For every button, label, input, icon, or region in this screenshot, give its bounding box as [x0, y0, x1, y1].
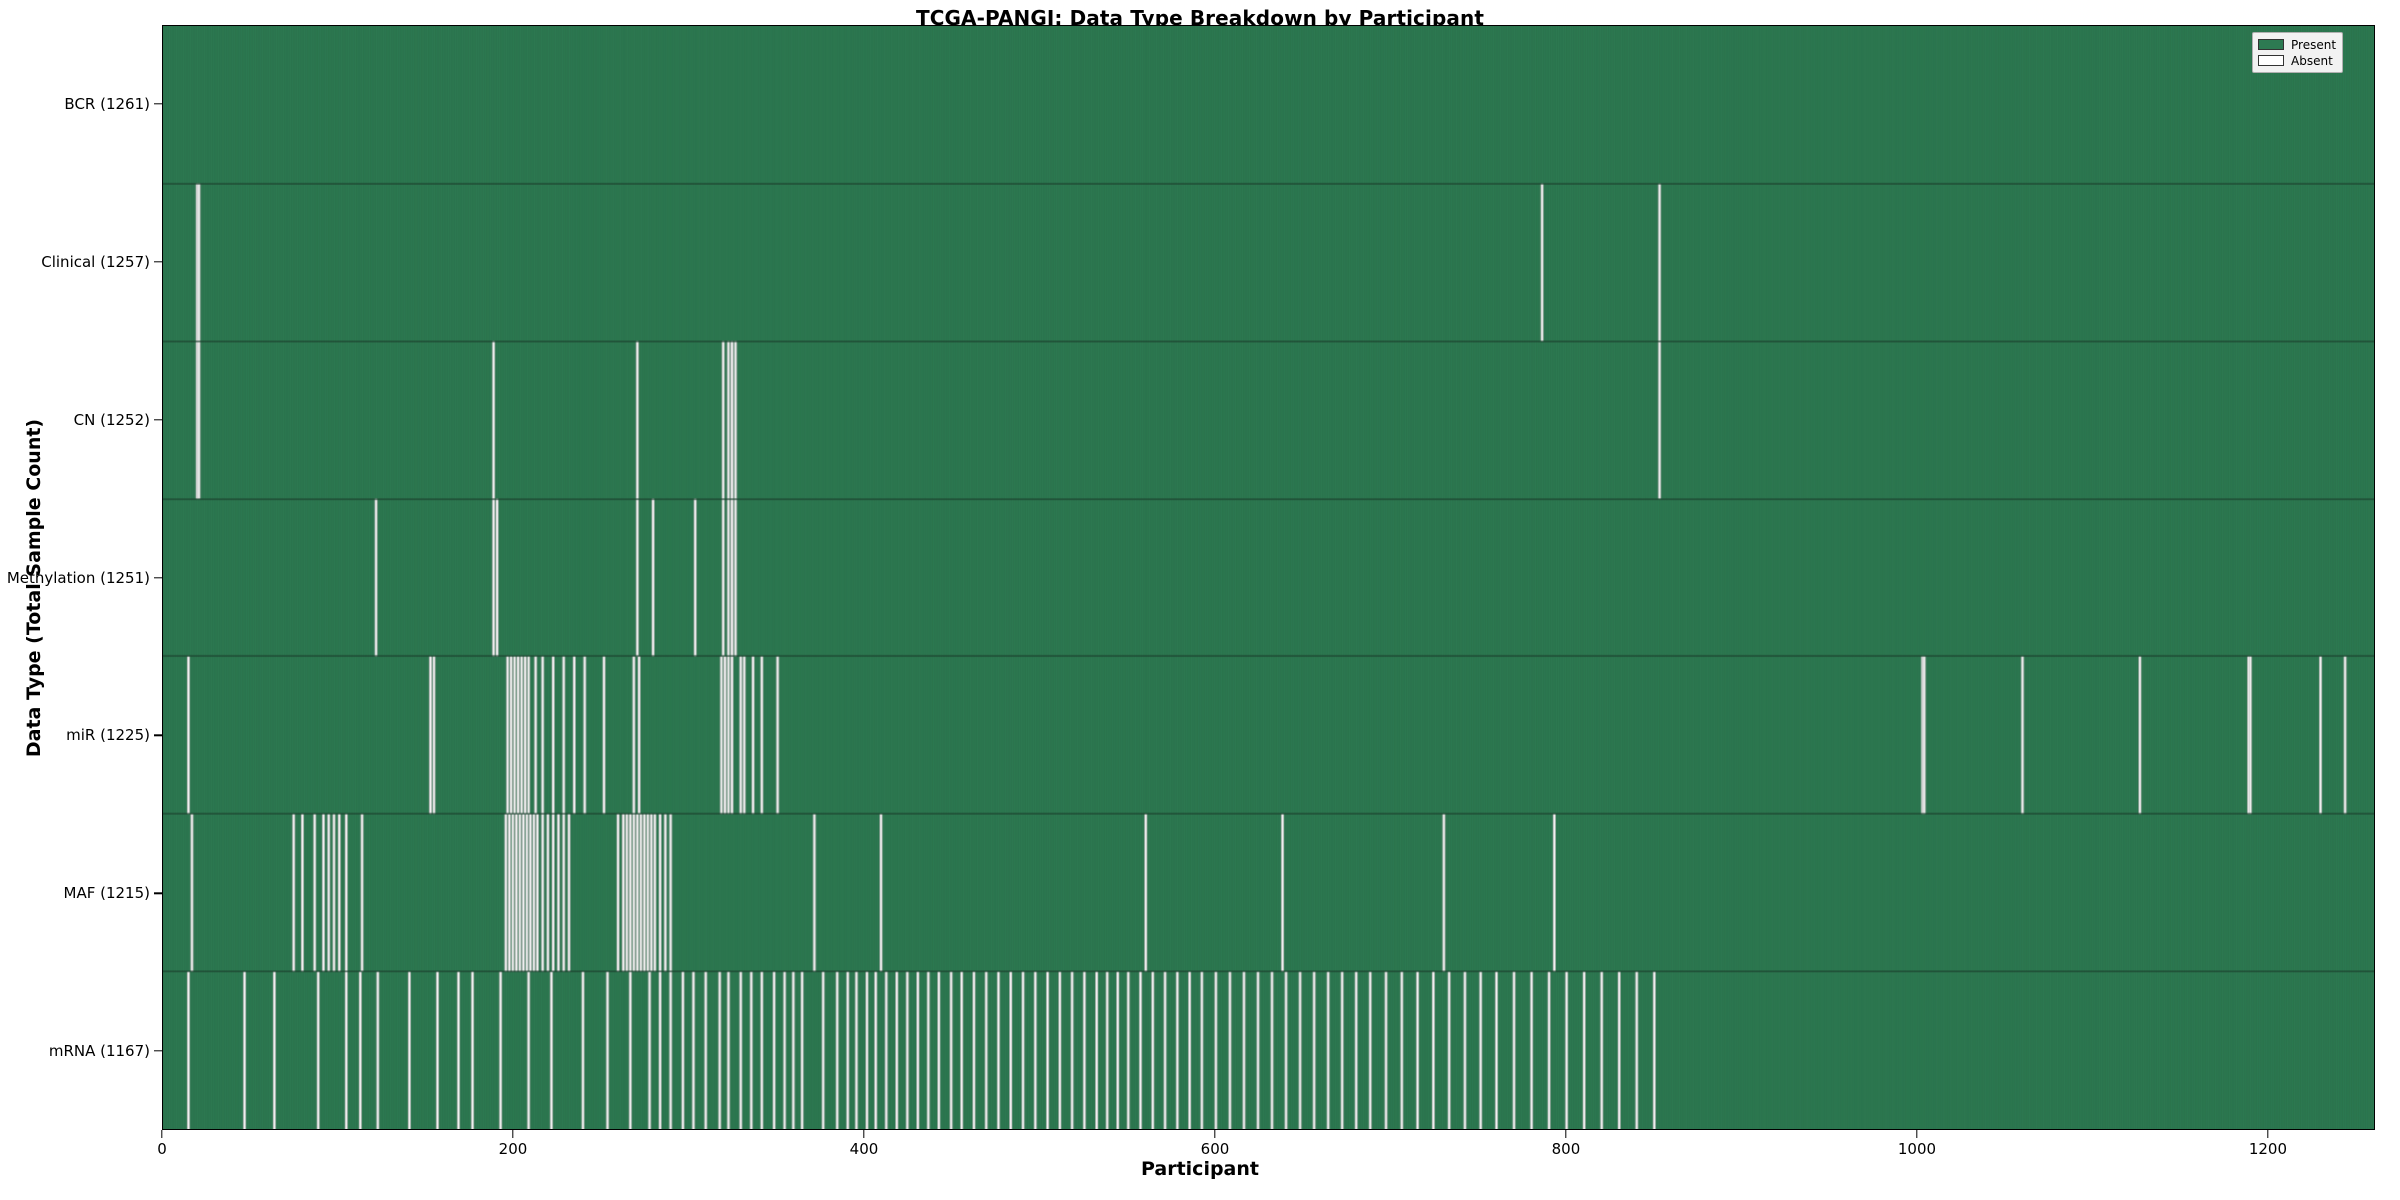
x-axis-tick-label: 1000 — [1897, 1140, 1937, 1158]
y-axis-tick-mark — [154, 103, 162, 105]
x-axis-tick-label: 200 — [498, 1140, 528, 1158]
legend-swatch-present — [2258, 39, 2284, 50]
y-axis-label: Data Type (Total Sample Count) — [23, 418, 45, 758]
x-axis-tick-mark — [1565, 1130, 1567, 1138]
y-axis-tick-label: BCR (1261) — [64, 94, 150, 113]
y-axis-tick-label: Methylation (1251) — [6, 568, 150, 587]
heatmap-plot-area[interactable] — [162, 25, 2375, 1130]
y-axis-tick-mark — [154, 261, 162, 263]
x-axis-tick-mark — [161, 1130, 163, 1138]
legend-item-absent: Absent — [2258, 53, 2336, 68]
legend-label-absent: Absent — [2291, 53, 2333, 68]
y-axis-tick-label: miR (1225) — [66, 726, 150, 745]
legend-label-present: Present — [2291, 37, 2337, 52]
x-axis-tick-label: 1200 — [2248, 1140, 2288, 1158]
x-axis-tick-mark — [2267, 1130, 2269, 1138]
y-axis-tick-label: Clinical (1257) — [41, 252, 150, 271]
y-axis-tick-mark — [154, 576, 162, 579]
y-axis-tick-mark — [154, 418, 162, 421]
y-axis-tick-mark — [154, 1050, 162, 1052]
y-axis-tick-label: CN (1252) — [73, 410, 150, 429]
x-axis-tick-mark — [1916, 1130, 1918, 1138]
x-axis-tick-mark — [512, 1130, 514, 1138]
x-axis-tick-mark — [863, 1130, 865, 1138]
x-axis-label: Participant — [1140, 1158, 1259, 1180]
y-axis-tick-mark — [154, 892, 162, 894]
legend: Present Absent — [2252, 32, 2344, 73]
y-axis-tick-label: mRNA (1167) — [48, 1042, 150, 1061]
x-axis-tick-label: 400 — [849, 1140, 879, 1158]
heatmap-cells[interactable] — [163, 26, 2374, 1129]
x-axis-tick-label: 600 — [1200, 1140, 1230, 1158]
x-axis-tick-label: 0 — [157, 1140, 167, 1158]
y-axis-tick-label: MAF (1215) — [63, 884, 150, 903]
x-axis-tick-mark — [1214, 1130, 1216, 1138]
x-axis-tick-label: 800 — [1551, 1140, 1581, 1158]
legend-swatch-absent — [2258, 55, 2284, 66]
y-axis-tick-mark — [154, 734, 162, 737]
legend-item-present: Present — [2258, 37, 2336, 52]
